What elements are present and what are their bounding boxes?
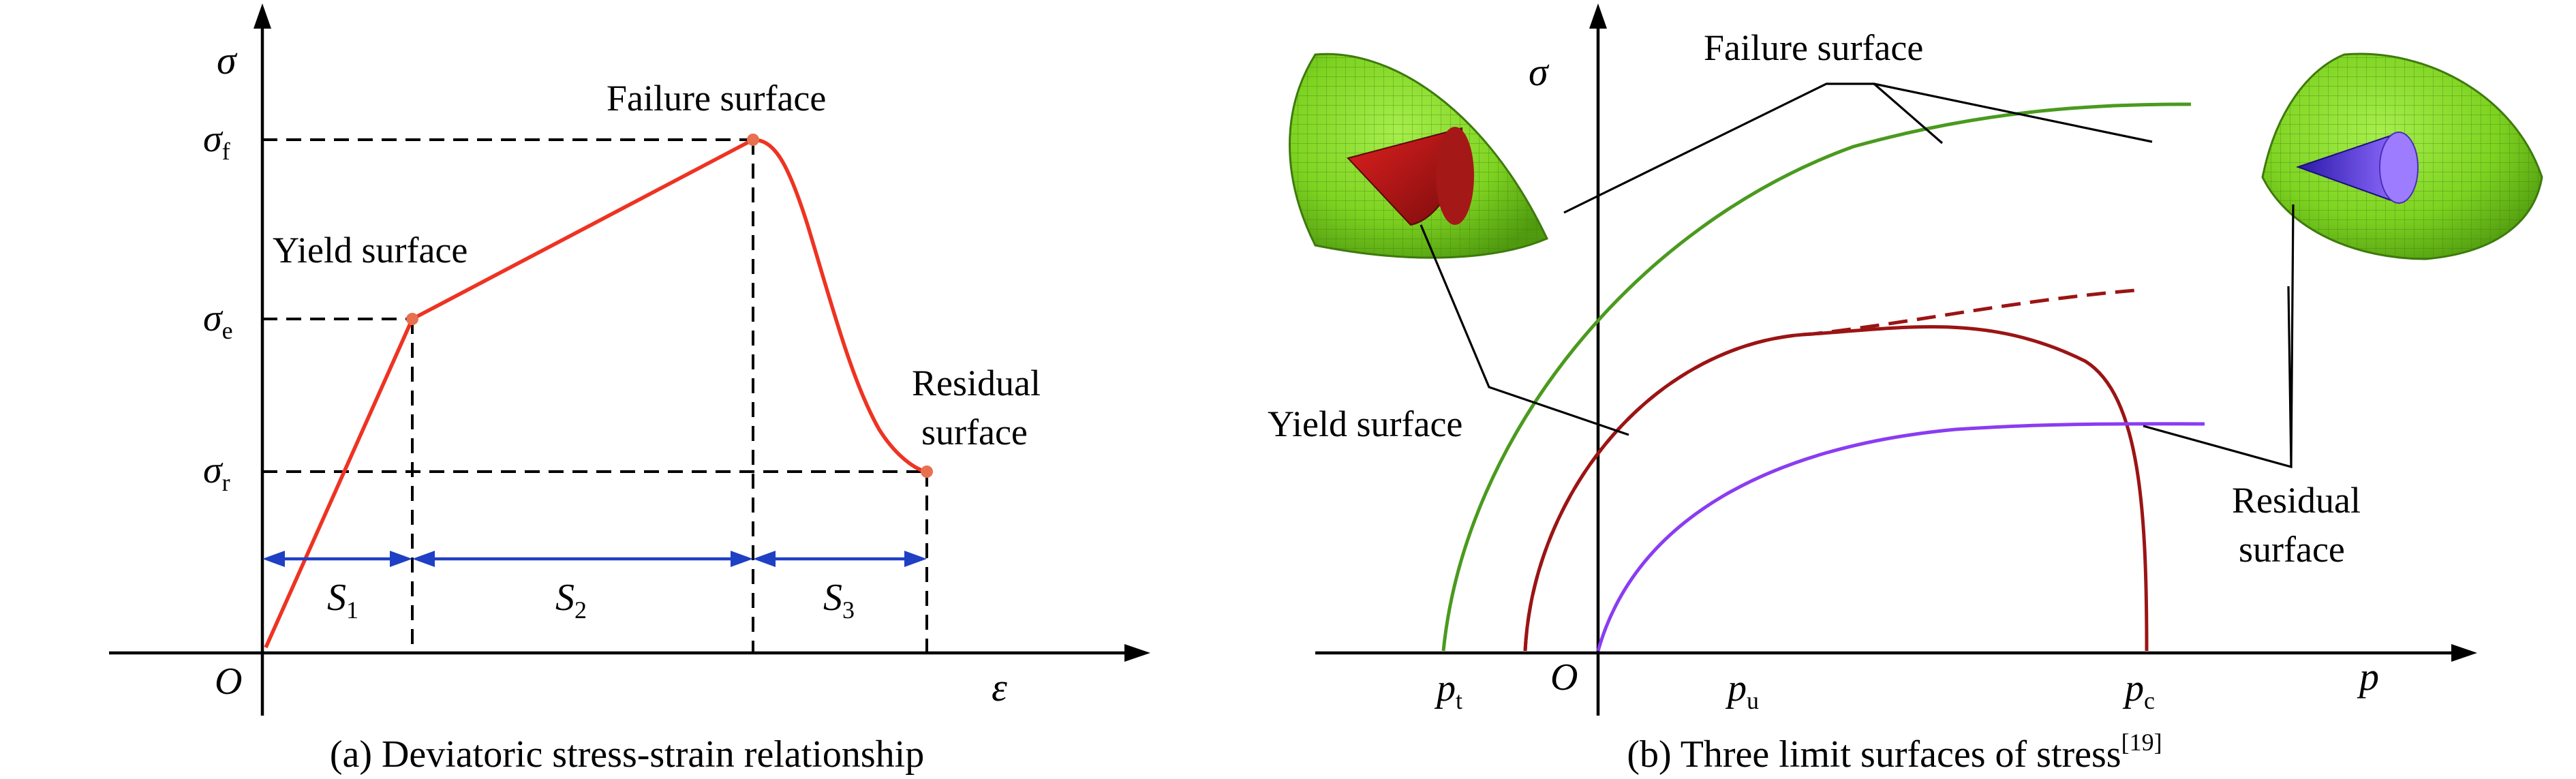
b-residual-label-line2: surface [2239,529,2345,570]
b-yield-surface-label: Yield surface [1268,403,1462,444]
b-leader-lines [1420,82,2295,469]
b-failure-surface-label: Failure surface [1704,27,1923,68]
panel-b-limit-surfaces: σ p O pt pu pc Failure surface Yield sur… [1268,3,2543,776]
b-y-axis-label: σ [1529,50,1550,94]
a-yield-point [406,313,418,325]
b-origin-label: O [1550,656,1578,699]
a-interval-arrows [262,551,927,567]
a-origin-label: O [215,660,242,703]
b-pc-label: pc [2122,667,2155,714]
a-x-axis-label: ε [992,665,1007,709]
a-stress-strain-curve [264,138,927,649]
panel-a-stress-strain: σ ε O σf σe σr Yield surface Failure sur… [109,3,1150,776]
a-sigma-f-label: σf [203,118,230,165]
a-sigma-e-label: σe [203,297,233,344]
b-caption-text: (b) Three limit surfaces of stress [1627,733,2121,776]
a-residual-label-line1: Residual [912,363,1041,403]
a-caption: (a) Deviatoric stress-strain relationshi… [330,733,924,776]
b-yield-surface-curve [1523,325,2149,652]
a-s2-label: S2 [555,577,587,624]
a-yield-surface-label: Yield surface [273,230,467,271]
b-yield-extension-dashed [1523,288,2144,652]
a-x-axis-arrow-icon [1124,644,1150,662]
a-y-axis-arrow-icon [254,3,271,29]
a-y-axis-label: σ [217,38,238,82]
a-s1-label: S1 [327,577,358,624]
b-caption-ref: [19] [2121,729,2162,756]
a-sigma-r-label: σr [203,449,230,496]
a-s3-label: S3 [823,577,855,624]
b-failure-surface-curve [1441,102,2192,652]
b-y-axis-arrow-icon [1589,3,1607,29]
b-pt-label: pt [1434,667,1462,714]
b-caption: (b) Three limit surfaces of stress[19] [1627,729,2162,776]
a-failure-point [747,134,759,146]
a-failure-surface-label: Failure surface [607,78,826,119]
b-shell-yield-icon [1289,52,1549,259]
b-residual-surface-curve [1596,422,2205,652]
a-residual-label-line2: surface [921,412,1028,453]
a-residual-point [921,465,933,478]
b-x-axis-label: p [2357,654,2379,699]
b-x-axis-arrow-icon [2451,644,2477,662]
b-shell-residual-icon [2261,52,2543,260]
b-pu-label: pu [1725,667,1759,714]
b-residual-label-line1: Residual [2232,480,2361,521]
